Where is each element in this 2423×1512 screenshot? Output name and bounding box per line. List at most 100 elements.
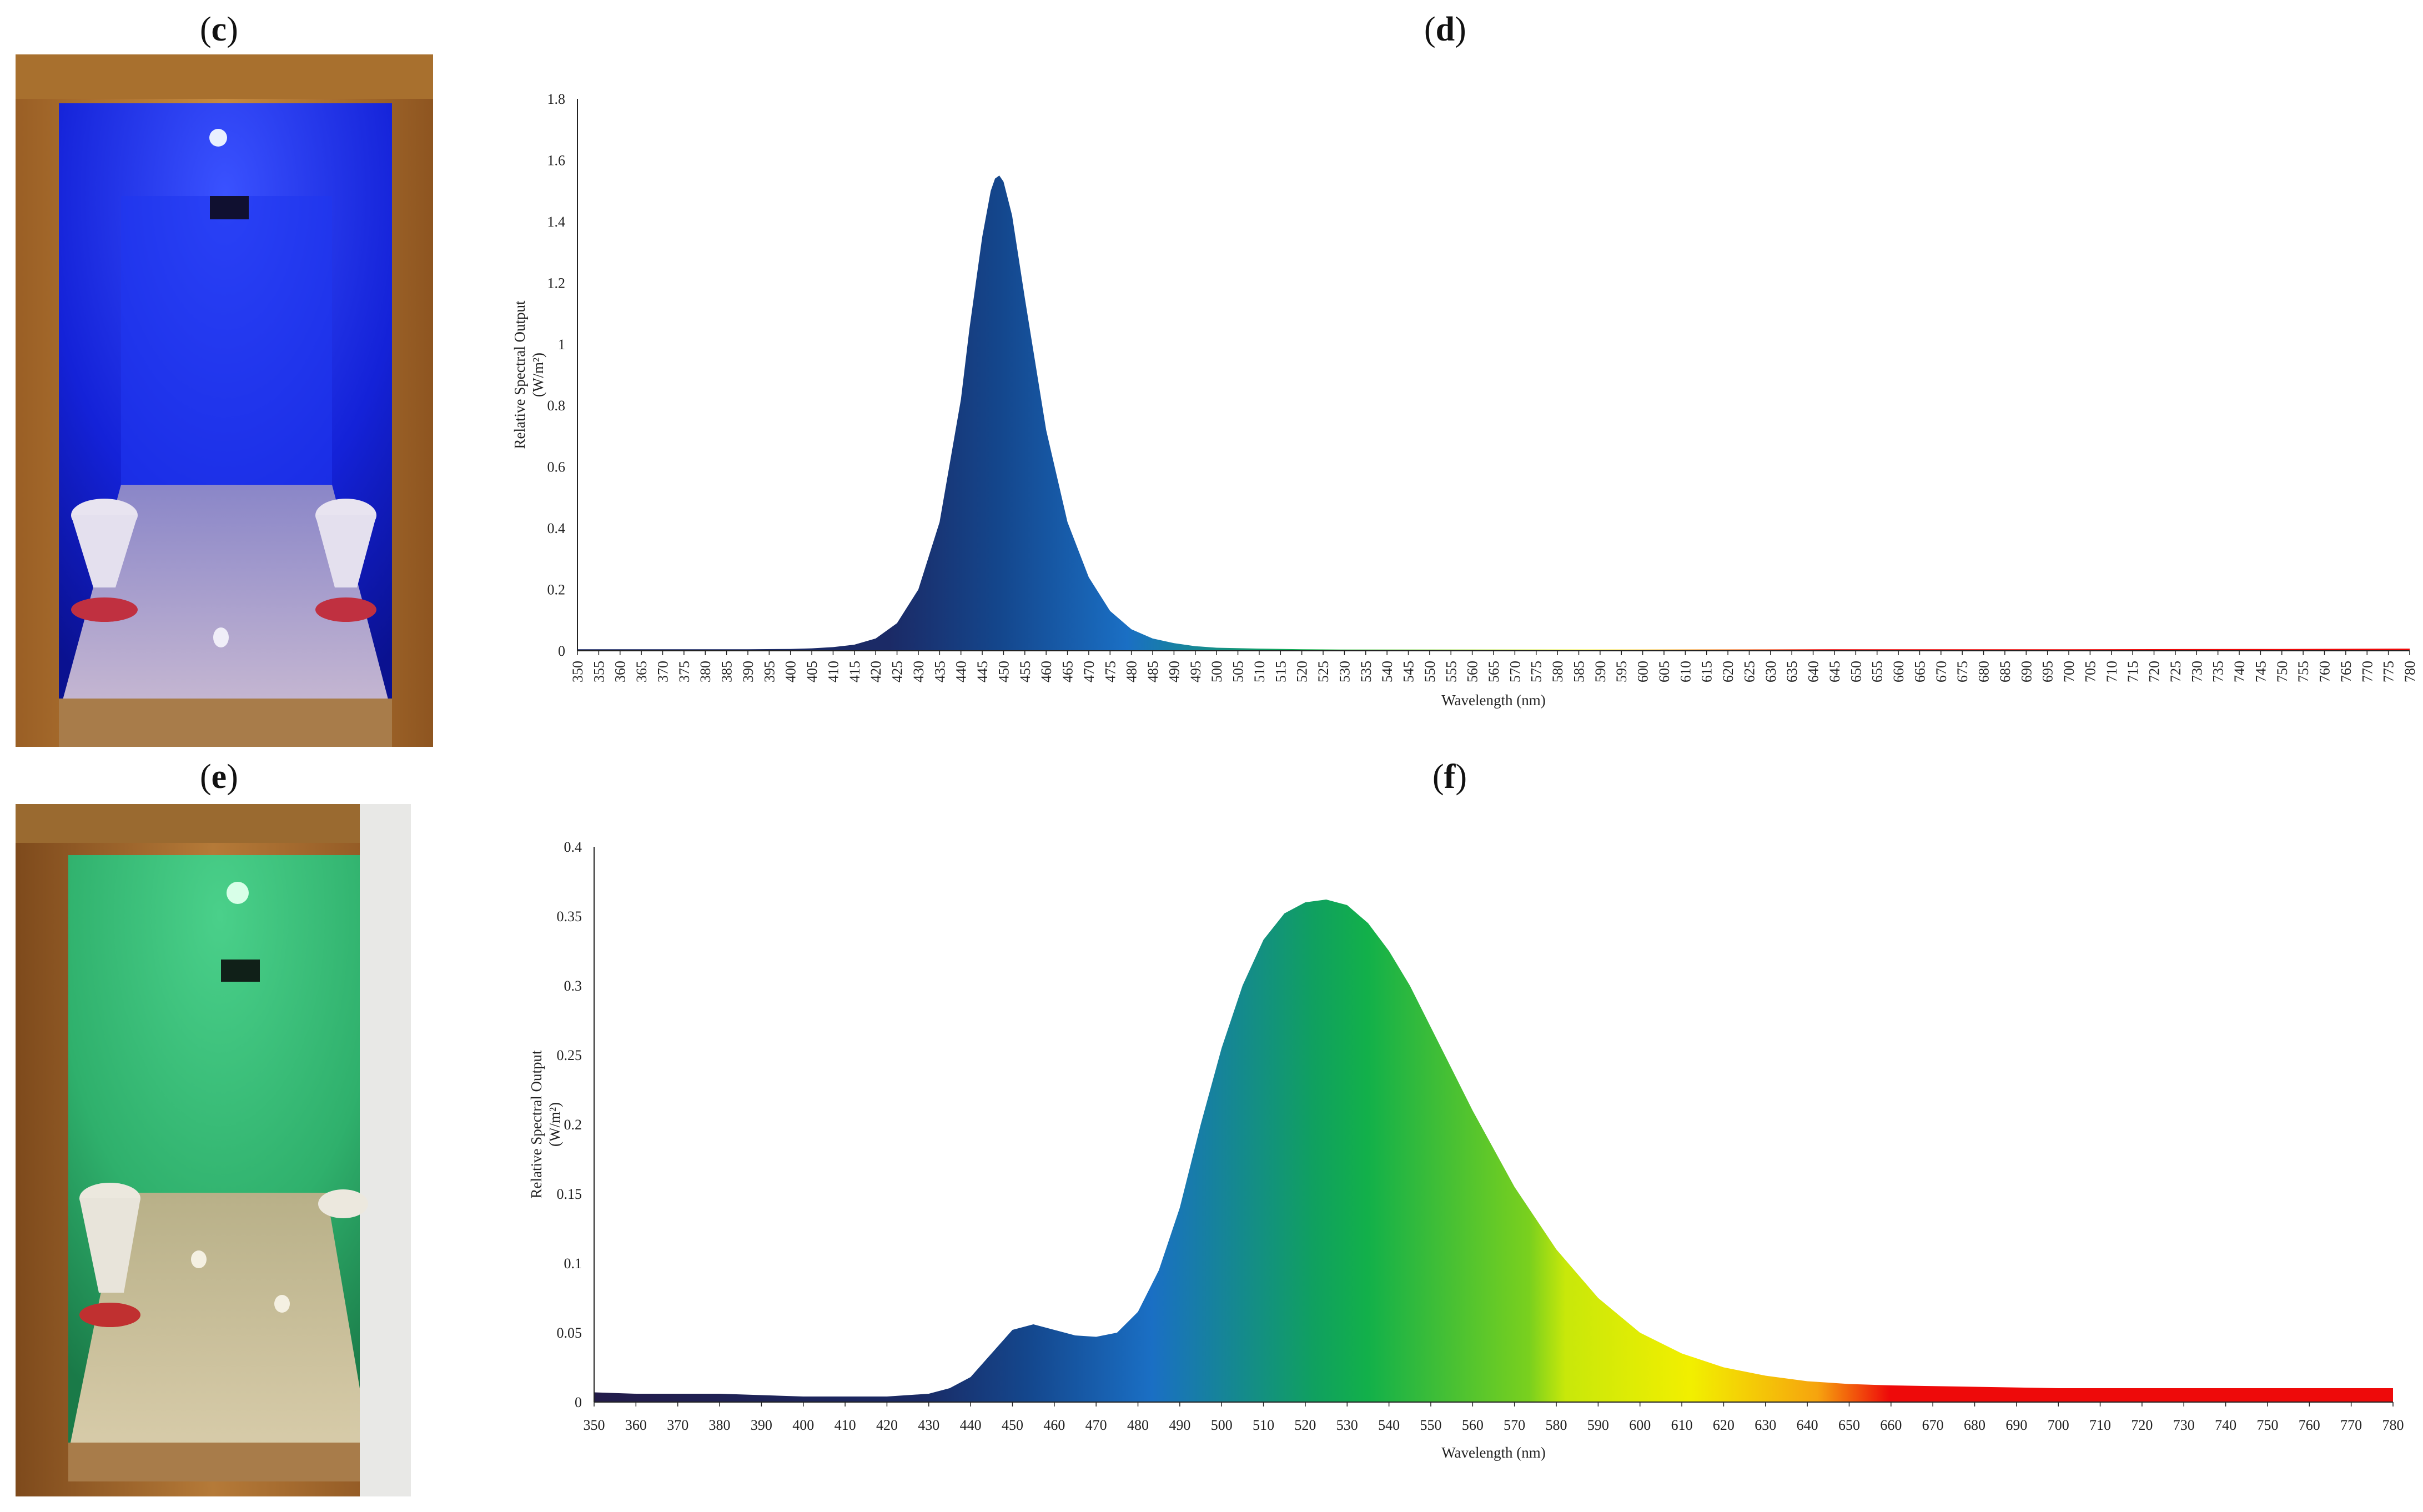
x-tick-label: 550 bbox=[1420, 1417, 1441, 1433]
x-tick-label: 435 bbox=[932, 661, 948, 682]
x-tick-label: 350 bbox=[570, 661, 586, 682]
x-tick-label: 610 bbox=[1671, 1417, 1693, 1433]
chart-blue-spectrum: 0 0.2 0.4 0.6 0.8 1 1.2 1.4 1.6 1.8 350 355 360 365 37… bbox=[511, 91, 2418, 709]
x-tick-label: 520 bbox=[1294, 1417, 1316, 1433]
x-tick-label: 745 bbox=[2253, 661, 2269, 682]
x-tick-label: 750 bbox=[2274, 661, 2290, 682]
photo-blue-illustration bbox=[16, 54, 433, 747]
x-tick-label: 440 bbox=[960, 1417, 982, 1433]
spectrum-area bbox=[594, 900, 2393, 1402]
x-tick-label: 675 bbox=[1954, 661, 1970, 682]
photo-blue-light-chamber bbox=[16, 54, 433, 747]
y-tick-label: 1.2 bbox=[547, 275, 566, 291]
y-axis-title: Relative Spectral Output bbox=[528, 1050, 545, 1198]
x-tick-label: 560 bbox=[1465, 661, 1481, 682]
x-tick-label: 685 bbox=[1997, 661, 2013, 682]
x-tick-label: 575 bbox=[1529, 661, 1545, 682]
x-tick-label: 660 bbox=[1880, 1417, 1902, 1433]
x-tick-label: 535 bbox=[1358, 661, 1374, 682]
x-tick-label: 595 bbox=[1613, 661, 1630, 682]
x-tick-label: 500 bbox=[1211, 1417, 1233, 1433]
panel-label-d: (d) bbox=[1424, 11, 1466, 48]
x-tick-label: 500 bbox=[1209, 661, 1225, 682]
x-tick-label: 710 bbox=[2104, 661, 2120, 682]
x-tick-label: 740 bbox=[2215, 1417, 2236, 1433]
x-tick-label: 700 bbox=[2061, 661, 2077, 682]
x-tick-label: 615 bbox=[1699, 661, 1715, 682]
x-tick-label: 600 bbox=[1629, 1417, 1651, 1433]
y-tick-label: 1.8 bbox=[547, 91, 566, 107]
x-tick-label: 620 bbox=[1720, 661, 1736, 682]
x-tick-label: 550 bbox=[1422, 661, 1438, 682]
x-tick-label: 670 bbox=[1922, 1417, 1944, 1433]
x-tick-label: 355 bbox=[591, 661, 607, 682]
x-tick-label: 400 bbox=[783, 661, 799, 682]
y-tick-label: 0.25 bbox=[557, 1047, 582, 1063]
panel-label-f: (f) bbox=[1432, 758, 1467, 796]
x-tick-label: 720 bbox=[2131, 1417, 2153, 1433]
y-tick-label: 0.8 bbox=[547, 398, 566, 414]
x-tick-label: 480 bbox=[1127, 1417, 1149, 1433]
x-tick-label: 585 bbox=[1571, 661, 1587, 682]
y-tick-label: 0.6 bbox=[547, 459, 566, 475]
x-tick-label: 715 bbox=[2125, 661, 2141, 682]
x-tick-label: 360 bbox=[612, 661, 629, 682]
x-tick-label: 450 bbox=[1002, 1417, 1023, 1433]
x-tick-label: 450 bbox=[996, 661, 1012, 682]
x-tick-label: 515 bbox=[1273, 661, 1289, 682]
x-tick-label: 545 bbox=[1401, 661, 1417, 682]
x-tick-label: 530 bbox=[1336, 1417, 1358, 1433]
x-tick-label: 480 bbox=[1124, 661, 1140, 682]
x-tick-label: 690 bbox=[2018, 661, 2034, 682]
x-tick-label: 490 bbox=[1166, 661, 1182, 682]
x-tick-label: 455 bbox=[1017, 661, 1033, 682]
x-tick-label: 390 bbox=[751, 1417, 772, 1433]
panel-label-c: (c) bbox=[200, 11, 238, 48]
y-tick-label: 1 bbox=[558, 336, 565, 353]
y-tick-label: 0 bbox=[558, 643, 565, 659]
x-tick-label: 360 bbox=[625, 1417, 647, 1433]
y-axis-unit: (W/m²) bbox=[546, 1102, 563, 1147]
x-tick-label: 760 bbox=[2317, 661, 2333, 682]
panel-label-e: (e) bbox=[200, 758, 238, 796]
x-tick-label: 720 bbox=[2146, 661, 2163, 682]
x-tick-label: 680 bbox=[1964, 1417, 1985, 1433]
x-tick-label: 530 bbox=[1336, 661, 1353, 682]
y-tick-label: 0 bbox=[575, 1394, 582, 1410]
x-tick-label: 750 bbox=[2256, 1417, 2278, 1433]
x-tick-label: 520 bbox=[1294, 661, 1310, 682]
x-tick-label: 365 bbox=[634, 661, 650, 682]
x-tick-label: 505 bbox=[1230, 661, 1246, 682]
x-tick-label: 495 bbox=[1188, 661, 1204, 682]
x-tick-label: 490 bbox=[1169, 1417, 1190, 1433]
x-tick-label: 510 bbox=[1253, 1417, 1274, 1433]
x-tick-label: 730 bbox=[2173, 1417, 2195, 1433]
y-tick-label: 0.1 bbox=[564, 1255, 582, 1272]
x-tick-label: 700 bbox=[2048, 1417, 2069, 1433]
x-tick-label: 590 bbox=[1587, 1417, 1609, 1433]
y-tick-label: 0.15 bbox=[557, 1186, 582, 1202]
y-axis-unit: (W/m²) bbox=[530, 353, 546, 397]
x-tick-label: 765 bbox=[2338, 661, 2354, 682]
x-tick-label: 350 bbox=[584, 1417, 605, 1433]
x-tick-label: 385 bbox=[719, 661, 735, 682]
x-tick-label: 390 bbox=[740, 661, 756, 682]
x-tick-label: 650 bbox=[1838, 1417, 1860, 1433]
x-tick-label: 475 bbox=[1102, 661, 1118, 682]
x-tick-label: 375 bbox=[676, 661, 692, 682]
y-tick-label: 1.6 bbox=[547, 152, 566, 168]
x-tick-label: 410 bbox=[835, 1417, 856, 1433]
x-tick-label: 740 bbox=[2231, 661, 2248, 682]
x-tick-label: 370 bbox=[655, 661, 671, 682]
x-tick-label: 655 bbox=[1869, 661, 1886, 682]
x-tick-label: 620 bbox=[1713, 1417, 1735, 1433]
x-tick-label: 665 bbox=[1912, 661, 1928, 682]
x-tick-label: 660 bbox=[1891, 661, 1907, 682]
x-tick-label: 625 bbox=[1741, 661, 1757, 682]
x-tick-label: 695 bbox=[2040, 661, 2056, 682]
y-tick-label: 0.2 bbox=[547, 582, 566, 598]
x-tick-label: 570 bbox=[1504, 1417, 1525, 1433]
x-tick-label: 555 bbox=[1443, 661, 1459, 682]
x-tick-label: 540 bbox=[1378, 1417, 1400, 1433]
x-tick-label: 420 bbox=[868, 661, 884, 682]
